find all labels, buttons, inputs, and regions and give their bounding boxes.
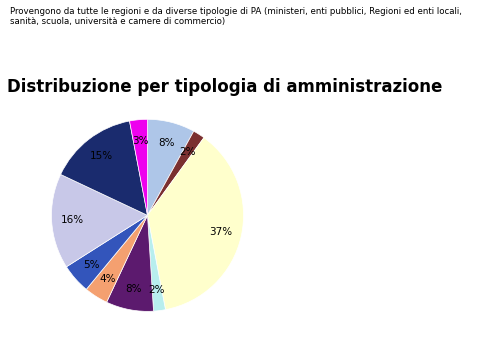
Wedge shape — [148, 215, 166, 311]
Wedge shape — [106, 215, 154, 311]
Text: 2%: 2% — [180, 147, 196, 157]
Wedge shape — [66, 215, 148, 289]
Wedge shape — [148, 138, 244, 310]
Wedge shape — [148, 119, 194, 215]
Wedge shape — [130, 119, 148, 215]
Text: 16%: 16% — [61, 215, 84, 225]
Wedge shape — [60, 121, 148, 215]
Wedge shape — [52, 174, 148, 267]
Text: Provengono da tutte le regioni e da diverse tipologie di PA (ministeri, enti pub: Provengono da tutte le regioni e da dive… — [10, 7, 462, 26]
Text: 2%: 2% — [148, 285, 165, 295]
Text: Distribuzione per tipologia di amministrazione: Distribuzione per tipologia di amministr… — [8, 78, 442, 96]
Text: 15%: 15% — [90, 151, 113, 161]
Wedge shape — [148, 131, 204, 215]
Text: 3%: 3% — [132, 136, 148, 146]
Text: 4%: 4% — [99, 274, 116, 283]
Text: 37%: 37% — [209, 227, 232, 237]
Legend: ASL/AO, CAMERE COMMERCIO, COMUNE, COMUNITA' MONTANA, ENTE PUBBLICO, ISTITUTO SCO: ASL/AO, CAMERE COMMERCIO, COMUNE, COMUNI… — [320, 143, 456, 277]
Wedge shape — [86, 215, 148, 302]
Text: 5%: 5% — [83, 260, 100, 270]
Text: 8%: 8% — [125, 284, 142, 294]
Text: 8%: 8% — [158, 138, 174, 148]
